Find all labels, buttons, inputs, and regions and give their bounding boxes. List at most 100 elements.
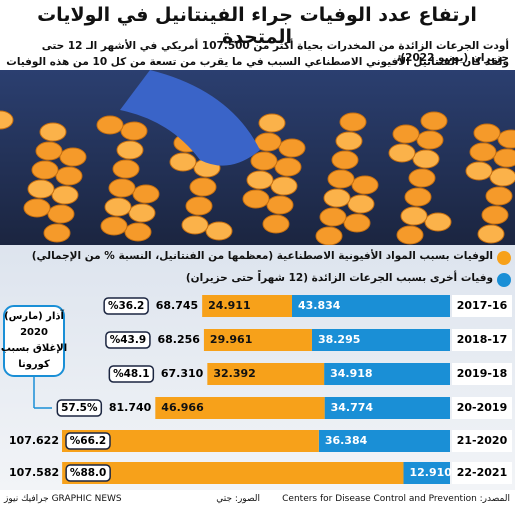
legend-swatch (497, 251, 511, 265)
pill (250, 151, 278, 171)
share-box (65, 464, 111, 482)
pill (47, 204, 75, 224)
photo-pills (0, 70, 515, 246)
value-label: 34.774 (331, 401, 374, 414)
value-label: 36.384 (325, 434, 368, 447)
pill (185, 196, 213, 216)
brand: GRAPHIC NEWS جرافيك نيوز (4, 494, 122, 504)
pill (39, 122, 67, 142)
pill (43, 223, 71, 243)
annotation-text: آذار (مارس) (4, 309, 64, 322)
subtitle: أودت الجرعات الزائدة من المخدرات بحياة أ… (41, 40, 509, 64)
pill (319, 207, 347, 227)
legend-swatch (497, 273, 511, 287)
pill (270, 176, 298, 196)
pill (493, 148, 515, 168)
pill (27, 179, 55, 199)
pill (246, 170, 274, 190)
pill (392, 124, 420, 144)
pill (0, 110, 14, 130)
share-label: 57.5% (61, 402, 98, 414)
pill (343, 213, 371, 233)
category-label: 2018-17 (457, 333, 508, 346)
pill (416, 130, 444, 150)
pill (35, 141, 63, 161)
total-label: 68.256 (157, 333, 200, 346)
pill (205, 221, 233, 241)
value-label: 43.834 (298, 299, 341, 312)
pill (100, 216, 128, 236)
share-box (65, 432, 111, 450)
value-label: 34.918 (330, 367, 372, 380)
pill (120, 121, 148, 141)
pill (128, 203, 156, 223)
value-label: 46.966 (161, 401, 204, 414)
share-box (108, 365, 155, 383)
year-box (452, 329, 512, 351)
share-box (105, 331, 151, 349)
share-label: %48.1 (113, 368, 149, 380)
bar-segment (318, 430, 450, 452)
photo-credit: الصور: جتي (216, 494, 260, 504)
pill (51, 185, 79, 205)
annotation-text: 2020 (20, 327, 48, 338)
pill (465, 161, 493, 181)
bar-segment (203, 329, 312, 351)
bar-segment (207, 363, 325, 385)
share-label: %66.2 (70, 435, 106, 447)
value-label: 38.295 (318, 333, 360, 346)
category-label: 2019-18 (457, 367, 508, 380)
category-label: 2017-16 (457, 299, 508, 312)
pill (108, 178, 136, 198)
bar-segment (155, 397, 325, 419)
pill (274, 157, 302, 177)
share-box (103, 297, 149, 315)
bar-segment (324, 397, 450, 419)
pill (132, 184, 160, 204)
pill (335, 131, 363, 151)
annotation-text: الإغلاق بسبب (1, 343, 67, 354)
pill (424, 212, 452, 232)
pill (347, 194, 375, 214)
year-box (452, 295, 512, 317)
pill (323, 188, 351, 208)
source: المصدر: Centers for Disease Control and … (282, 494, 510, 504)
category-label: 21-2020 (457, 434, 508, 447)
value-label: 29.961 (210, 333, 252, 346)
pill (59, 147, 87, 167)
pill (278, 138, 306, 158)
pill (388, 143, 416, 163)
year-box (452, 462, 512, 484)
year-box (452, 397, 512, 419)
legend-label: الوفيات بسبب المواد الأفيونية الاصطناعية… (31, 250, 493, 262)
pill (169, 152, 197, 172)
pill (351, 175, 379, 195)
pill (327, 169, 355, 189)
share-label: %88.0 (70, 467, 106, 479)
total-label: 67.310 (161, 367, 204, 380)
pill (189, 177, 217, 197)
share-label: %36.2 (108, 300, 144, 312)
pill (396, 225, 424, 245)
total-label: 107.582 (9, 466, 59, 479)
pill (258, 113, 286, 133)
pill (116, 140, 144, 160)
pill (124, 222, 152, 242)
pill (497, 129, 515, 149)
pill (181, 215, 209, 235)
pill (104, 197, 132, 217)
pill (262, 214, 290, 234)
pill (331, 150, 359, 170)
pill (23, 198, 51, 218)
share-box (56, 399, 103, 417)
bar-segment (62, 462, 404, 484)
bar-segment (291, 295, 450, 317)
pill (477, 224, 505, 244)
category-label: 22-2021 (457, 466, 508, 479)
pill (473, 123, 501, 143)
pill (400, 206, 428, 226)
bar-segment (311, 329, 450, 351)
annotation-text: كورونا (18, 359, 50, 370)
